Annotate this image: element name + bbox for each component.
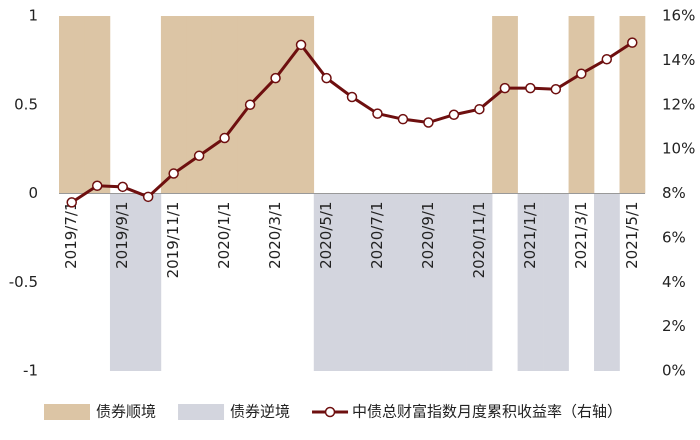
bar xyxy=(568,16,595,194)
x-tick-label: 2020/5/1 xyxy=(317,202,335,269)
point xyxy=(627,37,638,48)
bar xyxy=(415,193,442,371)
bar xyxy=(364,193,391,371)
point xyxy=(193,150,205,162)
x-tick-label: 2020/7/1 xyxy=(368,202,386,269)
bar xyxy=(339,193,366,371)
point xyxy=(142,191,154,203)
bar xyxy=(441,193,467,371)
bar xyxy=(466,193,493,371)
point xyxy=(576,68,587,79)
legend-swatch xyxy=(324,406,336,418)
bar xyxy=(492,16,518,194)
x-tick-label: 2020/3/1 xyxy=(266,202,284,269)
legend-label: 债券逆境 xyxy=(230,403,290,421)
bar xyxy=(109,193,136,371)
point xyxy=(423,117,434,128)
x-tick-label: 2020/1/1 xyxy=(215,202,233,269)
y2-tick-label: 8% xyxy=(662,184,686,202)
point xyxy=(91,180,103,191)
bar xyxy=(59,16,85,194)
x-tick-label: 2020/11/1 xyxy=(470,202,488,279)
point xyxy=(321,72,332,84)
legend-item: 债券顺境 xyxy=(44,403,156,421)
y2-tick-label: 0% xyxy=(662,362,686,380)
legend-label: 债券顺境 xyxy=(96,403,156,421)
point xyxy=(601,54,613,65)
point xyxy=(346,91,358,103)
x-tick-label: 2021/1/1 xyxy=(521,202,539,269)
legend-label: 中债总财富指数月度累积收益率（右轴） xyxy=(352,403,622,421)
point xyxy=(66,197,77,208)
y2-tick-label: 6% xyxy=(662,228,686,246)
point xyxy=(295,39,307,51)
y-tick-label: -0.5 xyxy=(9,273,38,291)
x-tick-label: 2021/5/1 xyxy=(623,202,641,269)
bar xyxy=(211,16,238,194)
legend-item: 债券逆境 xyxy=(178,403,290,421)
point xyxy=(372,108,383,119)
point xyxy=(397,113,409,125)
point xyxy=(525,82,536,94)
bar xyxy=(517,193,544,371)
point xyxy=(474,103,485,115)
point xyxy=(448,109,460,120)
y2-tick-label: 14% xyxy=(662,51,695,69)
point xyxy=(550,83,562,95)
point xyxy=(117,181,128,193)
y-tick-label: 0 xyxy=(28,184,38,202)
point xyxy=(244,99,256,110)
point xyxy=(168,168,179,179)
y2-tick-label: 4% xyxy=(662,273,686,291)
line xyxy=(70,41,634,204)
bar xyxy=(390,193,416,371)
x-tick-label: 2019/7/1 xyxy=(62,202,80,269)
y2-tick-label: 2% xyxy=(662,317,686,335)
bar xyxy=(313,193,340,371)
legend-swatch xyxy=(44,404,90,420)
y-tick-label: 0.5 xyxy=(14,95,38,113)
x-tick-label: 2019/9/1 xyxy=(113,202,131,269)
y-tick-label: 1 xyxy=(28,7,38,25)
point xyxy=(499,82,511,94)
point xyxy=(219,132,230,144)
y-tick-label: -1 xyxy=(23,362,38,380)
x-tick-label: 2019/11/1 xyxy=(164,202,182,279)
bar xyxy=(160,16,187,194)
bar xyxy=(262,16,289,194)
bar xyxy=(594,193,620,371)
legend-item: 中债总财富指数月度累积收益率（右轴） xyxy=(312,403,622,421)
bar xyxy=(135,193,162,371)
x-tick-label: 2021/3/1 xyxy=(572,202,590,269)
y2-tick-label: 16% xyxy=(662,7,695,25)
point xyxy=(270,72,281,84)
x-tick-label: 2020/9/1 xyxy=(419,202,437,269)
bar xyxy=(84,16,111,194)
bar xyxy=(186,16,213,194)
legend-swatch xyxy=(178,404,225,420)
y2-tick-label: 10% xyxy=(662,140,695,158)
bar xyxy=(543,193,569,371)
y2-tick-label: 12% xyxy=(662,95,695,113)
